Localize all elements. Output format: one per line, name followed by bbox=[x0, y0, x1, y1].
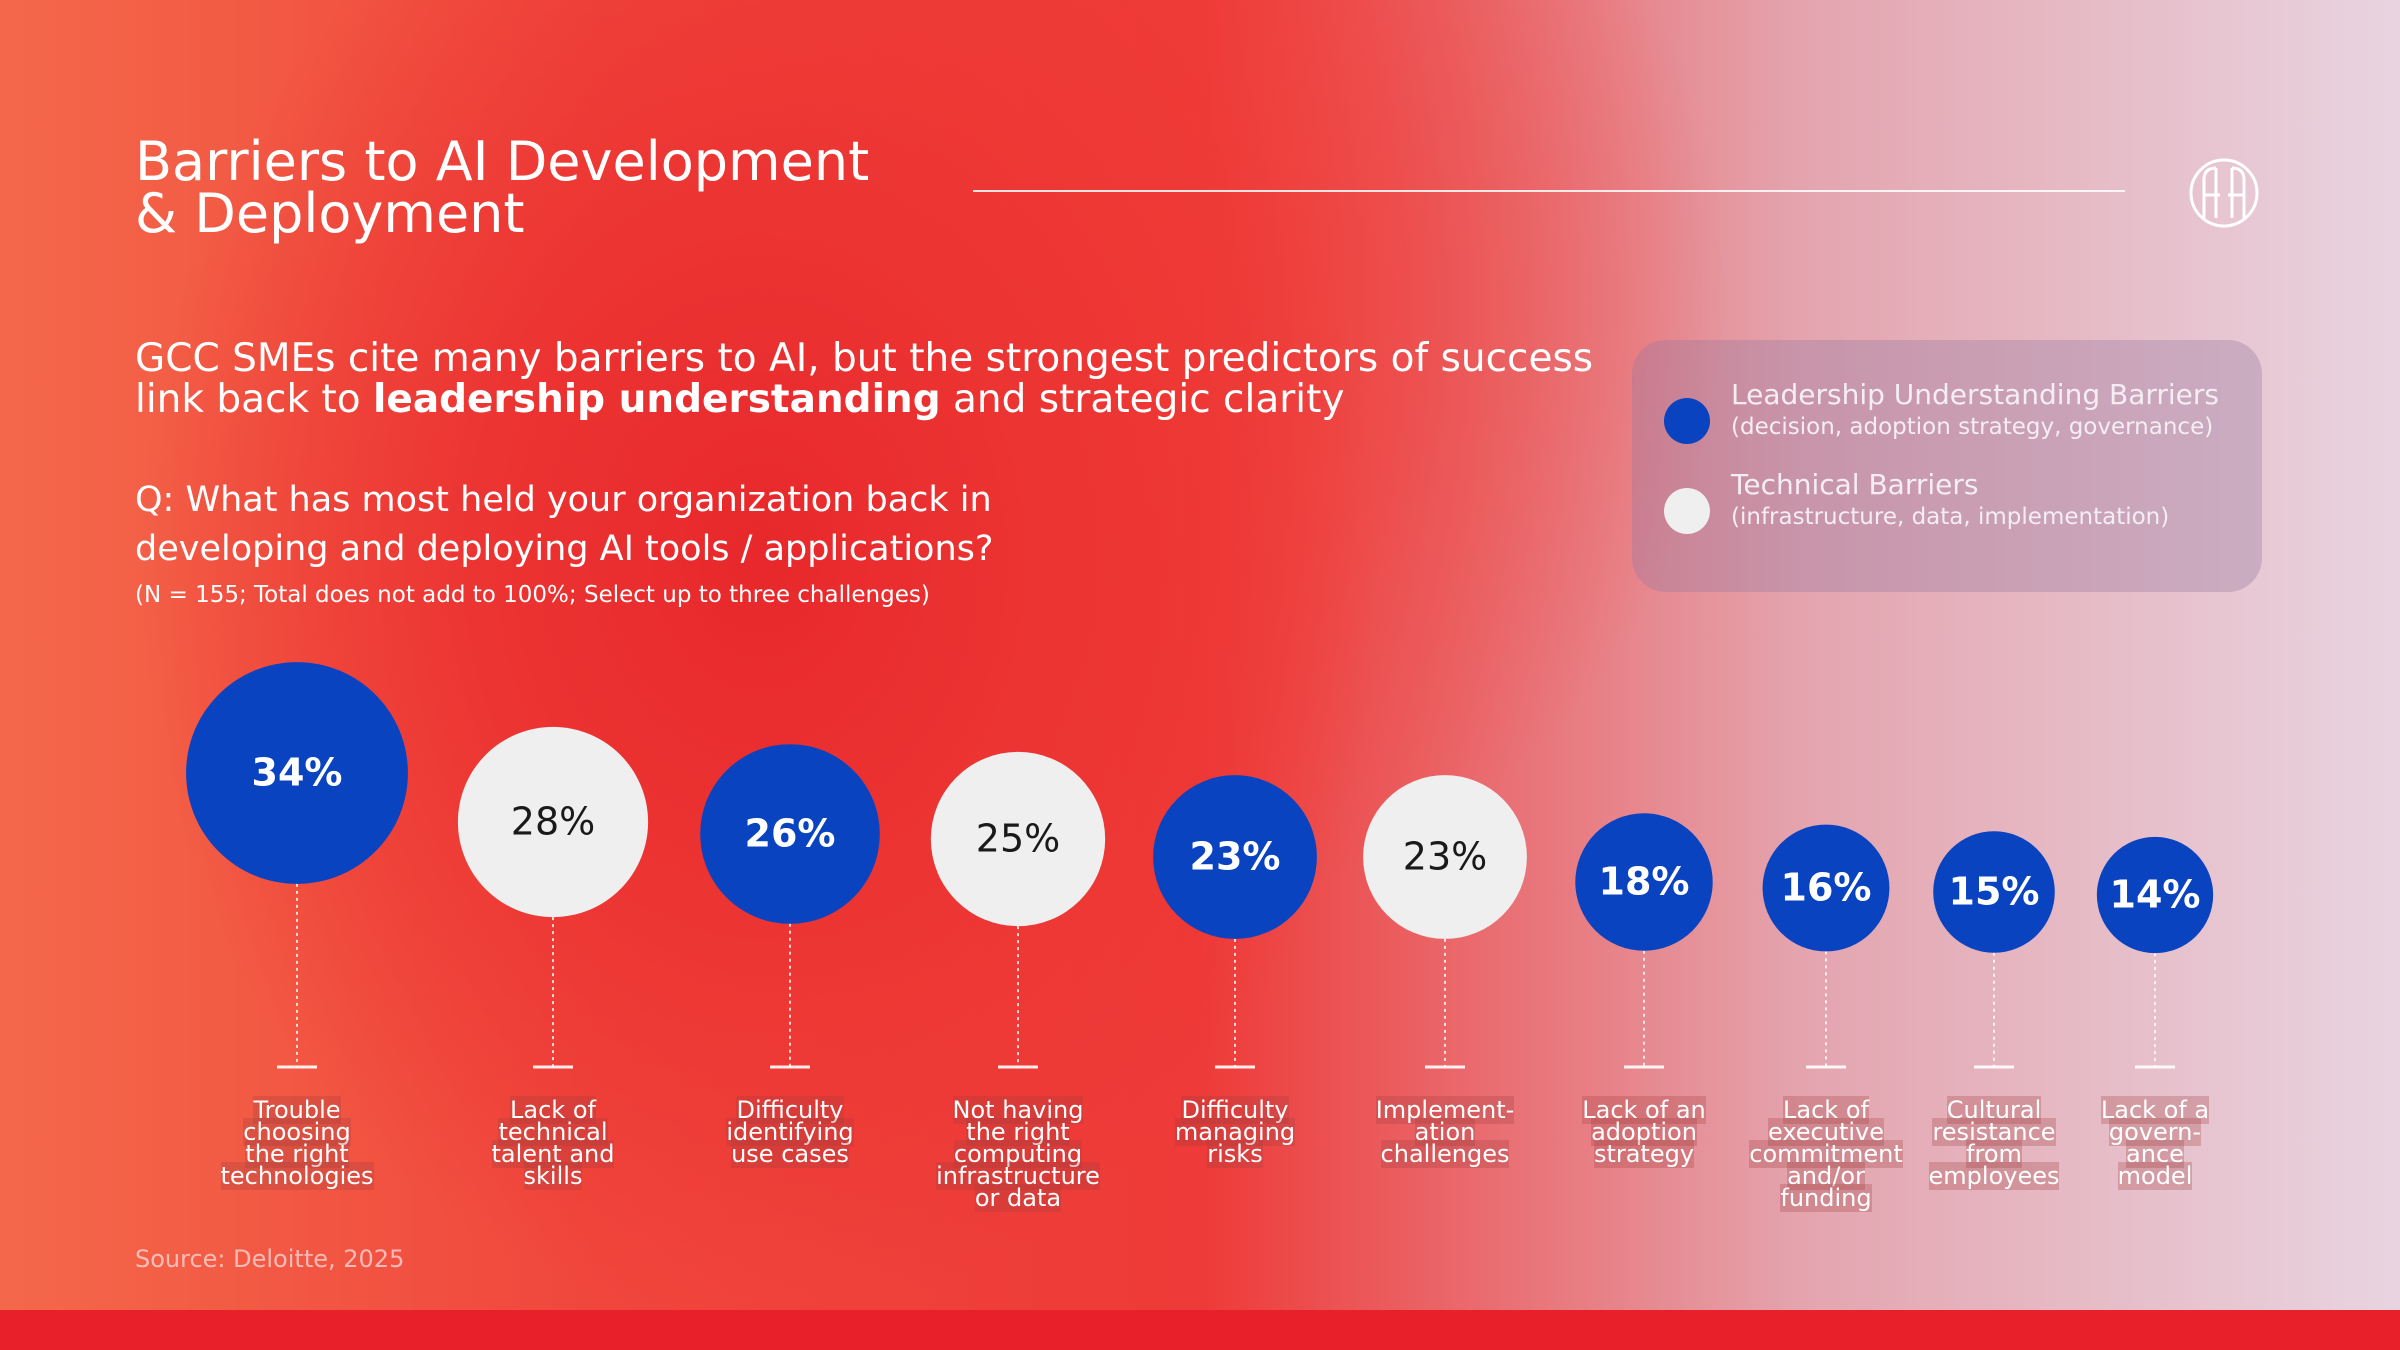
category-text: Difficulty identifying use cases bbox=[726, 1096, 854, 1168]
category-text: Lack of a govern- ance model bbox=[2100, 1096, 2210, 1190]
category-label: Cultural resistance from employees bbox=[1894, 1096, 2094, 1190]
category-label: Lack of executive commitment and/or fund… bbox=[1726, 1096, 1926, 1212]
category-label: Difficulty identifying use cases bbox=[690, 1096, 890, 1168]
category-label: Not having the right computing infrastru… bbox=[918, 1096, 1118, 1212]
value-label: 16% bbox=[1781, 866, 1872, 910]
category-label: Trouble choosing the right technologies bbox=[197, 1096, 397, 1190]
category-label: Difficulty managing risks bbox=[1135, 1096, 1335, 1168]
category-label: Lack of a govern- ance model bbox=[2055, 1096, 2255, 1190]
bubble bbox=[2096, 836, 2214, 954]
bubble bbox=[186, 662, 408, 884]
value-label: 23% bbox=[1190, 835, 1281, 879]
bubble bbox=[1363, 775, 1527, 939]
bubble bbox=[1762, 824, 1890, 952]
bubble bbox=[457, 726, 649, 918]
headline: GCC SMEs cite many barriers to AI, but t… bbox=[135, 338, 1655, 420]
footer-bar bbox=[0, 1310, 2400, 1350]
value-label: 25% bbox=[976, 817, 1060, 861]
legend-swatch bbox=[1664, 488, 1710, 534]
value-label: 26% bbox=[745, 812, 836, 856]
category-text: Lack of technical talent and skills bbox=[491, 1096, 615, 1190]
category-label: Lack of an adoption strategy bbox=[1544, 1096, 1744, 1168]
value-label: 14% bbox=[2110, 873, 2201, 917]
legend-description: (decision, adoption strategy, governance… bbox=[1731, 414, 2214, 440]
bubble bbox=[1933, 831, 2055, 953]
title: Barriers to AI Development & Deployment bbox=[135, 130, 870, 245]
bubble bbox=[1575, 813, 1713, 951]
bubble bbox=[700, 744, 880, 924]
legend-swatch bbox=[1664, 398, 1710, 444]
category-text: Difficulty managing risks bbox=[1174, 1096, 1296, 1168]
category-text: Not having the right computing infrastru… bbox=[936, 1096, 1100, 1212]
category-text: Trouble choosing the right technologies bbox=[220, 1096, 374, 1190]
category-text: Lack of an adoption strategy bbox=[1582, 1096, 1706, 1168]
note: (N = 155; Total does not add to 100%; Se… bbox=[135, 582, 930, 608]
bubble bbox=[930, 751, 1106, 927]
value-label: 34% bbox=[252, 751, 343, 795]
bubble bbox=[1153, 775, 1317, 939]
legend-description: (infrastructure, data, implementation) bbox=[1731, 504, 2170, 530]
legend: Leadership Understanding Barriers (decisi… bbox=[1632, 340, 2262, 592]
value-label: 15% bbox=[1949, 870, 2040, 914]
logo bbox=[2189, 158, 2259, 228]
value-label: 28% bbox=[511, 800, 595, 844]
category-text: Implement- ation challenges bbox=[1375, 1096, 1515, 1168]
source: Source: Deloitte, 2025 bbox=[135, 1245, 405, 1273]
value-label: 18% bbox=[1599, 860, 1690, 904]
legend-label: Technical Barriers bbox=[1731, 468, 1979, 501]
headline-text: GCC SMEs cite many barriers to AI, but t… bbox=[135, 336, 1594, 422]
legend-label: Leadership Understanding Barriers bbox=[1731, 378, 2219, 411]
headline-text: and strategic clarity bbox=[940, 377, 1345, 422]
question: Q: What has most held your organization … bbox=[135, 480, 994, 569]
category-text: Cultural resistance from employees bbox=[1928, 1096, 2060, 1190]
category-text: Lack of executive commitment and/or fund… bbox=[1749, 1096, 1903, 1212]
category-label: Lack of technical talent and skills bbox=[453, 1096, 653, 1190]
value-label: 23% bbox=[1403, 835, 1487, 879]
headline-emphasis: leadership understanding bbox=[373, 377, 941, 422]
category-label: Implement- ation challenges bbox=[1345, 1096, 1545, 1168]
